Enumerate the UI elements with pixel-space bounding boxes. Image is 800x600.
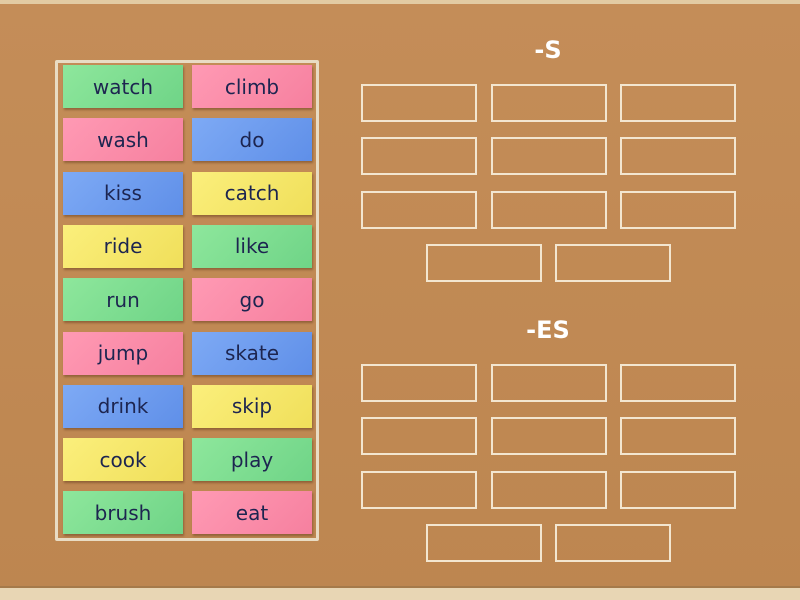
s-drop-slot[interactable] [555, 244, 671, 282]
word-card-eat[interactable]: eat [192, 491, 312, 535]
s-drop-slot[interactable] [620, 190, 736, 229]
es-drop-slot[interactable] [361, 364, 477, 402]
s-drop-slot[interactable] [620, 84, 736, 122]
word-card-climb[interactable]: climb [192, 65, 312, 108]
group-title-s: -S [534, 36, 562, 64]
es-drop-slot[interactable] [620, 470, 736, 509]
es-drop-slot[interactable] [490, 470, 607, 509]
word-card-like[interactable]: like [192, 224, 312, 268]
s-drop-slot[interactable] [490, 190, 607, 229]
word-card-kiss[interactable]: kiss [63, 171, 183, 215]
word-card-wash[interactable]: wash [63, 118, 183, 162]
board-frame-bottom [0, 586, 800, 600]
word-card-skip[interactable]: skip [192, 384, 312, 428]
word-card-brush[interactable]: brush [63, 491, 183, 535]
word-card-do[interactable]: do [192, 118, 312, 162]
word-card-cook[interactable]: cook [63, 438, 183, 482]
s-drop-slot[interactable] [490, 137, 607, 176]
s-drop-slot[interactable] [620, 137, 736, 176]
word-card-jump[interactable]: jump [63, 331, 183, 375]
s-drop-slot[interactable] [361, 84, 477, 122]
word-card-play[interactable]: play [192, 438, 312, 482]
word-card-skate[interactable]: skate [192, 331, 312, 375]
s-drop-slot[interactable] [426, 244, 542, 282]
word-card-run[interactable]: run [63, 278, 183, 322]
card-tray [55, 60, 319, 541]
es-drop-slot[interactable] [426, 524, 542, 562]
es-drop-slot[interactable] [620, 364, 736, 402]
word-card-go[interactable]: go [192, 278, 312, 322]
es-drop-slot[interactable] [555, 524, 671, 562]
s-drop-slot[interactable] [361, 190, 477, 229]
group-title-es: -ES [526, 316, 570, 344]
es-drop-slot[interactable] [490, 417, 607, 456]
word-card-catch[interactable]: catch [192, 171, 312, 215]
es-drop-slot[interactable] [490, 364, 607, 402]
es-drop-slot[interactable] [361, 417, 477, 456]
es-drop-slot[interactable] [620, 417, 736, 456]
board-frame-top [0, 0, 800, 4]
s-drop-slot[interactable] [490, 84, 607, 122]
word-card-ride[interactable]: ride [63, 224, 183, 268]
word-card-drink[interactable]: drink [63, 384, 183, 428]
word-card-watch[interactable]: watch [63, 65, 183, 108]
s-drop-slot[interactable] [361, 137, 477, 176]
es-drop-slot[interactable] [361, 470, 477, 509]
